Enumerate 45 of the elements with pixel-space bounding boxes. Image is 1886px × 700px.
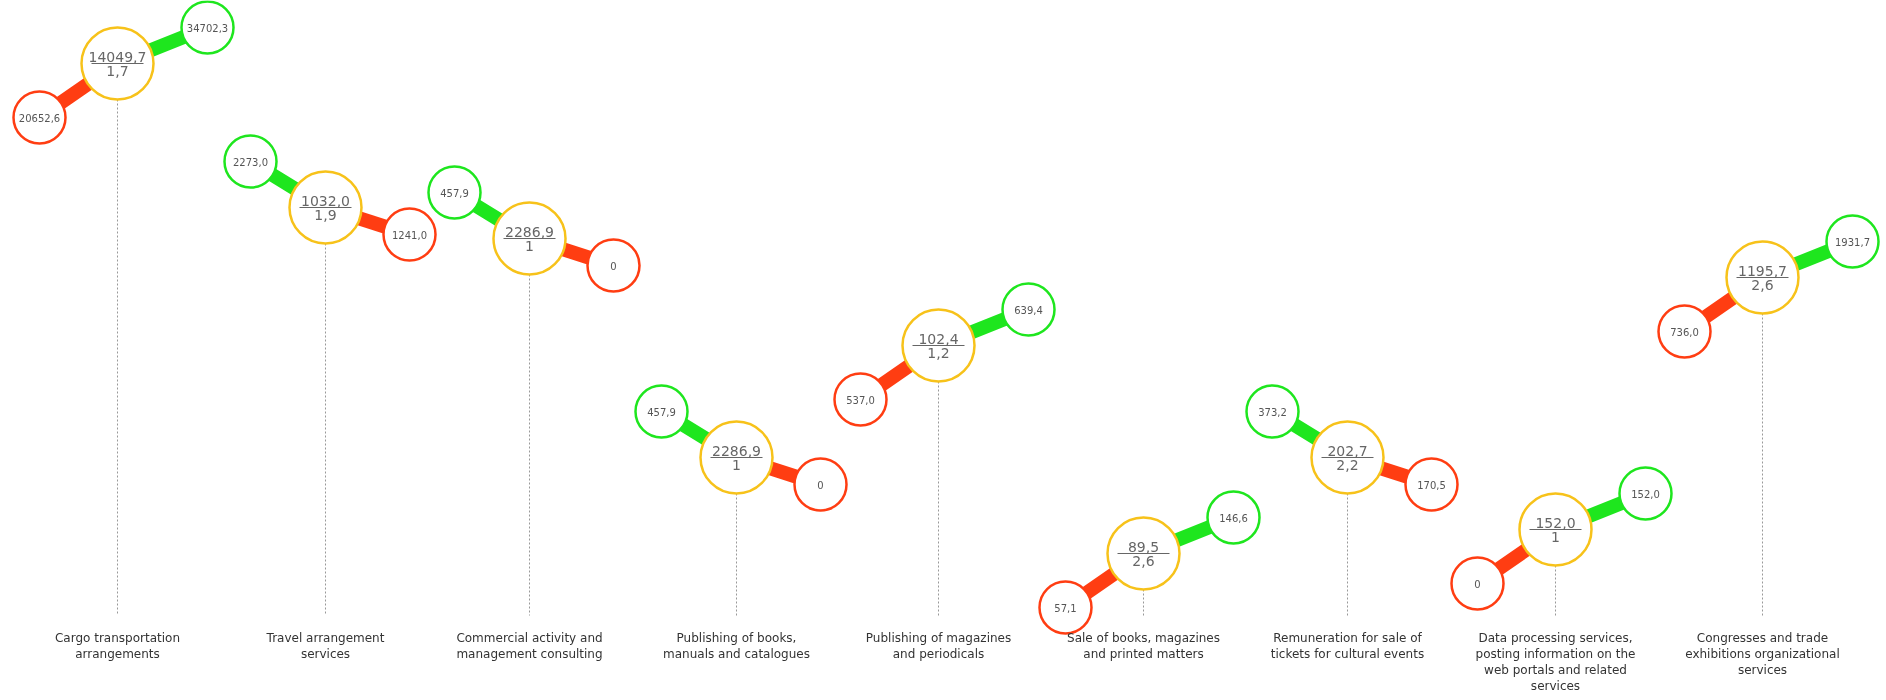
category-label: Data processing services, posting information on the web portals and related services: [1475, 630, 1636, 693]
data-label: 1931,7: [1835, 236, 1870, 248]
data-label: 373,2: [1258, 406, 1287, 418]
data-label: 102,4: [918, 330, 959, 347]
data-label: 57,1: [1054, 602, 1077, 614]
data-label: 2,6: [1751, 276, 1774, 293]
data-label: 146,6: [1219, 512, 1248, 524]
data-label: 2273,0: [233, 156, 268, 168]
data-label: 152,0: [1631, 488, 1660, 500]
category-label: Publishing of books, manuals and catalogues: [663, 630, 810, 661]
data-label: 457,9: [647, 406, 676, 418]
data-label: 89,5: [1127, 538, 1160, 555]
data-label: 0: [817, 479, 824, 491]
data-label: 1,2: [927, 344, 950, 361]
category-label: Sale of books, magazines and printed matters: [1067, 630, 1220, 661]
data-label: 0: [610, 260, 617, 272]
data-label: 202,7: [1327, 442, 1368, 459]
data-label: 2,6: [1132, 552, 1155, 569]
data-label: 1195,7: [1738, 262, 1788, 279]
data-label: 1,7: [106, 62, 129, 79]
data-label: 152,0: [1535, 514, 1576, 531]
data-label: 457,9: [440, 187, 469, 199]
data-label: 1: [525, 237, 534, 254]
data-label: 14049,7: [88, 48, 147, 65]
data-label: 1241,0: [392, 229, 427, 241]
data-label: 1,9: [314, 206, 337, 223]
data-label: 537,0: [846, 394, 875, 406]
data-label: 0: [1474, 578, 1481, 590]
data-label: 736,0: [1670, 326, 1699, 338]
data-label: 34702,3: [186, 22, 229, 34]
data-label: 1: [1551, 528, 1560, 545]
data-label: 2,2: [1336, 456, 1359, 473]
data-label: 20652,6: [18, 112, 61, 124]
category-label: Cargo transportation arrangements: [54, 630, 181, 661]
category-label: Remuneration for sale of tickets for cultural events: [1270, 630, 1425, 661]
data-label: 1: [732, 456, 741, 473]
category-label: Publishing of magazines and periodicals: [865, 630, 1012, 661]
category-label: Commercial activity and management consulting: [456, 630, 603, 661]
data-label: 2286,9: [712, 442, 762, 459]
category-label: Travel arrangement services: [265, 630, 385, 661]
data-label: 639,4: [1014, 304, 1043, 316]
data-label: 170,5: [1417, 479, 1446, 491]
data-label: 2286,9: [505, 223, 555, 240]
category-label: Congresses and trade exhibitions organizational services: [1685, 630, 1840, 677]
data-label: 1032,0: [301, 192, 351, 209]
